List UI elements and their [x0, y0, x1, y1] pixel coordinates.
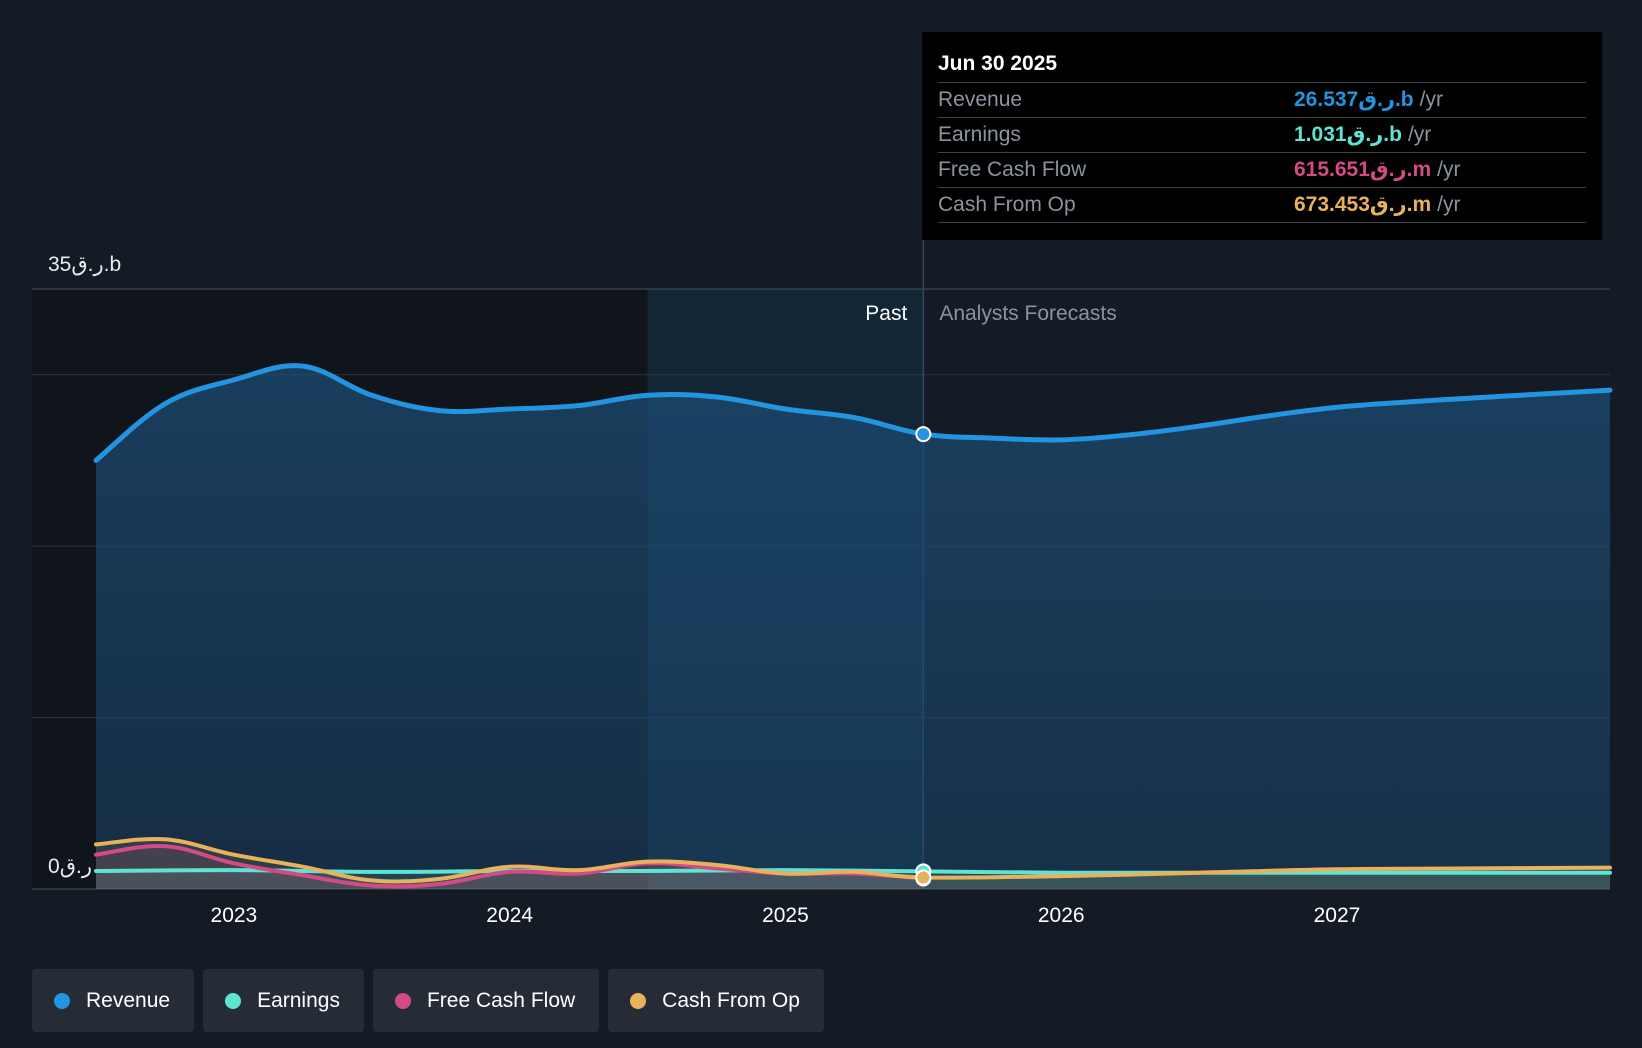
tooltip-unit: /yr	[1419, 88, 1443, 111]
legend: Revenue Earnings Free Cash Flow Cash Fro…	[32, 969, 833, 1032]
tooltip-value: 26.537ر.ق.b	[1294, 88, 1414, 111]
revenue-marker	[915, 426, 932, 443]
forecast-label: Analysts Forecasts	[939, 302, 1116, 325]
legend-label: Cash From Op	[662, 988, 800, 1012]
tooltip-value: 1.031ر.ق.b	[1294, 123, 1402, 146]
x-tick-label: 2023	[211, 904, 258, 927]
tooltip-value: 615.651ر.ق.m	[1294, 158, 1432, 181]
legend-item-free-cash-flow[interactable]: Free Cash Flow	[372, 969, 600, 1032]
tooltip-row-cash-from-op: Cash From Op 673.453ر.ق.m /yr	[938, 188, 1586, 223]
tooltip-row-revenue: Revenue 26.537ر.ق.b /yr	[938, 83, 1586, 118]
x-tick-label: 2024	[486, 904, 533, 927]
tooltip-label: Earnings	[938, 123, 1021, 146]
revenue-line	[93, 363, 1613, 463]
tooltip-label: Revenue	[938, 88, 1023, 111]
legend-item-revenue[interactable]: Revenue	[32, 969, 195, 1032]
x-tick-label: 2026	[1038, 904, 1085, 927]
free-cash-flow-area	[96, 845, 924, 889]
revenue-area	[96, 365, 1610, 889]
tooltip-label: Free Cash Flow	[938, 158, 1087, 181]
tooltip: Jun 30 2025 Revenue 26.537ر.ق.b /yr Earn…	[922, 32, 1602, 240]
tooltip-unit: /yr	[1437, 158, 1461, 181]
free-cash-flow-dot-icon	[394, 992, 411, 1009]
tooltip-unit: /yr	[1437, 193, 1461, 216]
x-tick-label: 2027	[1314, 904, 1361, 927]
cash-from-op-dot-icon	[630, 992, 647, 1009]
tooltip-label: Cash From Op	[938, 193, 1076, 216]
legend-item-earnings[interactable]: Earnings	[203, 969, 364, 1032]
x-tick-label: 2025	[762, 904, 809, 927]
legend-label: Free Cash Flow	[426, 988, 576, 1012]
tooltip-date: Jun 30 2025	[938, 46, 1586, 83]
legend-label: Earnings	[257, 988, 340, 1012]
earnings-dot-icon	[225, 992, 242, 1009]
tooltip-value: 673.453ر.ق.m	[1294, 193, 1432, 216]
cash-from-op-line	[94, 836, 1612, 884]
y-tick-label: 0ر.ق	[48, 855, 92, 879]
tooltip-row-earnings: Earnings 1.031ر.ق.b /yr	[938, 118, 1586, 153]
revenue-dot-icon	[54, 992, 70, 1009]
tooltip-unit: /yr	[1407, 123, 1432, 146]
cash-from-op-marker	[915, 869, 932, 886]
past-label: Past	[865, 302, 907, 325]
tooltip-row-free-cash-flow: Free Cash Flow 615.651ر.ق.m /yr	[938, 153, 1586, 188]
y-tick-label: 35ر.ق.b	[48, 253, 121, 277]
legend-label: Revenue	[86, 988, 171, 1012]
legend-item-cash-from-op[interactable]: Cash From Op	[608, 969, 824, 1032]
earnings-area	[96, 870, 1610, 889]
